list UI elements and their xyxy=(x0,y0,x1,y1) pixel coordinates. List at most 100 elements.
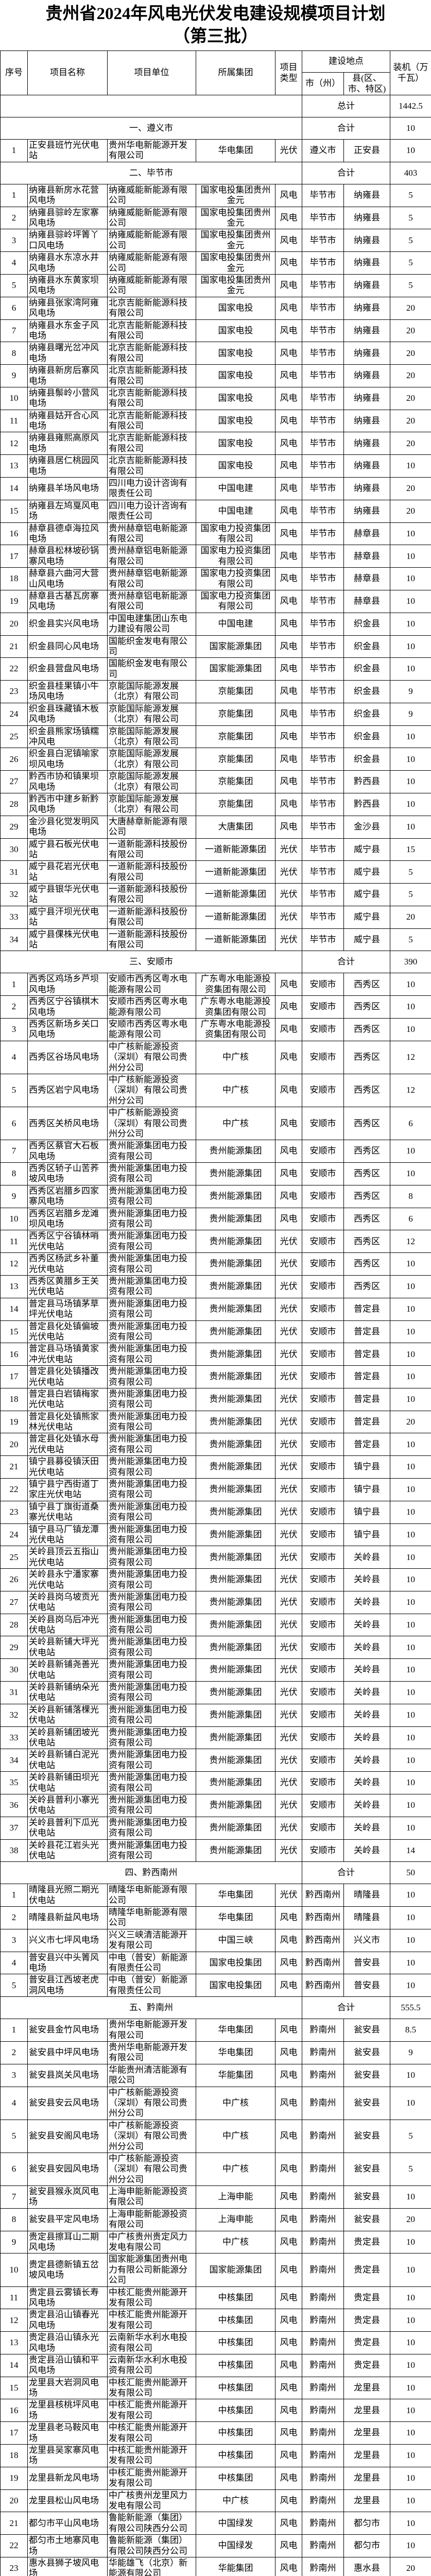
project-row: 3 纳雍县骔岭坪箐丫口风电场 纳雍威能新能源有限公司 国家电投集团贵州金元 风电 毕节市纳… xyxy=(0,229,431,252)
city-cell: 安顺市 xyxy=(302,1681,344,1704)
group-cell: 上海申能 xyxy=(196,2208,275,2231)
seq-cell: 34 xyxy=(0,928,28,952)
seq-cell: 32 xyxy=(0,1703,28,1727)
group-cell: 国家电投集团贵州金元 xyxy=(196,206,275,230)
county-cell: 关岭县 xyxy=(343,1568,390,1591)
capacity-cell: 10 xyxy=(390,792,431,816)
project-row: 21 都匀市平山风电场 鲁能新能源（集团）有限公司陕西分公司 中国绿发 风电 黔南州 都匀市… xyxy=(0,2512,431,2535)
county-cell: 威宁县 xyxy=(343,838,390,861)
type-cell: 风电 xyxy=(275,1906,302,1929)
project-name-cell: 晴隆县光照二期光伏电站 xyxy=(27,1884,108,1907)
county-cell: 赫章县 xyxy=(343,522,390,546)
capacity-cell: 20 xyxy=(390,499,431,523)
city-cell: 安顺市 xyxy=(302,1040,344,1074)
county-cell: 关岭县 xyxy=(343,1749,390,1772)
city-cell: 安顺市 xyxy=(302,1018,344,1041)
county-cell: 黔西县 xyxy=(343,792,390,816)
project-row: 1 正安县班竹光伏电站 贵州华电新能源开发有限公司 华电集团 光伏 遵义市 正安县 10 xyxy=(0,139,431,162)
project-row: 9 纳雍县新房后寨风电场 北京吉能新能源科技有限公司 国家电投 风电 毕节市 纳雍县 20 xyxy=(0,364,431,387)
type-cell: 光伏 xyxy=(275,1658,302,1682)
project-row: 21 镇宁县募役镇沃田光伏电站 贵州能源集团电力投资有限公司 贵州能源集团 光伏 安顺市镇… xyxy=(0,1455,431,1479)
group-cell: 贵州能源集团 xyxy=(196,1681,275,1704)
city-cell: 安顺市 xyxy=(302,1433,344,1456)
type-cell: 光伏 xyxy=(275,1681,302,1704)
project-name-cell: 贵定县擦耳山二期风电场 xyxy=(27,2230,108,2254)
project-unit-cell: 贵州能源集团电力投资有限公司 xyxy=(107,1230,196,1253)
capacity-cell: 10 xyxy=(390,2063,431,2087)
type-cell: 风电 xyxy=(275,973,302,996)
capacity-cell: 10 xyxy=(390,1162,431,1185)
type-cell: 光伏 xyxy=(275,928,302,952)
section-subtotal-value-cell: 403 xyxy=(390,161,431,184)
city-cell: 毕节市 xyxy=(302,454,344,478)
section-subtotal-label-cell: 合计 xyxy=(302,1861,390,1885)
project-name-cell: 龙里县新龙风电场 xyxy=(27,2466,108,2490)
project-unit-cell: 贵州赫章铝电新能源有限公司 xyxy=(107,589,196,613)
capacity-cell: 10 xyxy=(390,2309,431,2332)
type-cell: 光伏 xyxy=(275,1636,302,1659)
city-cell: 安顺市 xyxy=(302,1410,344,1434)
seq-cell: 27 xyxy=(0,1590,28,1614)
type-cell: 风电 xyxy=(275,1107,302,1141)
project-unit-cell: 贵州能源集团电力投资有限公司 xyxy=(107,1523,196,1547)
project-name-cell: 纳雍县曙光岔冲风电场 xyxy=(27,342,108,365)
capacity-cell: 5 xyxy=(390,2152,431,2187)
city-cell: 黔南州 xyxy=(302,2421,344,2445)
city-cell: 毕节市 xyxy=(302,883,344,906)
capacity-cell: 10 xyxy=(390,657,431,681)
type-cell: 风电 xyxy=(275,2376,302,2400)
seq-cell: 30 xyxy=(0,838,28,861)
city-cell: 黔西南州 xyxy=(302,1951,344,1975)
city-cell: 毕节市 xyxy=(302,319,344,343)
project-row: 11 纳雍县姑开合心风电场 北京吉能新能源科技有限公司 国家电投 风电 毕节市 纳雍县 20 xyxy=(0,409,431,433)
group-cell: 中核集团 xyxy=(196,2421,275,2445)
project-unit-cell: 纳雍威能新能源有限公司 xyxy=(107,251,196,275)
project-unit-cell: 中广核新能源投资（深圳）有限公司贵州分公司 xyxy=(107,1107,196,1141)
project-name-cell: 西秀区谷场风电场 xyxy=(27,1040,108,1074)
seq-cell: 10 xyxy=(0,1207,28,1231)
project-unit-cell: 北京吉能新能源科技有限公司 xyxy=(107,409,196,433)
project-row: 3 瓮安县岚关风电场 华能贵州清洁能源有限公司 华能集团 风电 黔南州 瓮安县 10 xyxy=(0,2063,431,2087)
city-cell: 安顺市 xyxy=(302,1275,344,1298)
type-cell: 光伏 xyxy=(275,905,302,929)
city-cell: 毕节市 xyxy=(302,770,344,793)
project-row: 10 西秀区岩腊乡龙滩坝风电场 贵州能源集团电力投资有限公司 贵州能源集团 风电 安顺市西… xyxy=(0,1207,431,1231)
project-name-cell: 普定县化处镇播改光伏电站 xyxy=(27,1365,108,1388)
city-cell: 黔南州 xyxy=(302,2041,344,2064)
county-cell: 晴隆县 xyxy=(343,1906,390,1929)
project-name-cell: 普定县化处镇偏坡光伏电站 xyxy=(27,1320,108,1344)
county-cell: 织金县 xyxy=(343,702,390,726)
type-cell: 风电 xyxy=(275,2185,302,2209)
group-cell: 贵州能源集团 xyxy=(196,1749,275,1772)
group-cell: 中广核 xyxy=(196,2489,275,2513)
county-cell: 织金县 xyxy=(343,725,390,749)
seq-cell: 6 xyxy=(0,1107,28,1141)
capacity-cell: 20 xyxy=(390,905,431,929)
seq-cell: 25 xyxy=(0,725,28,749)
project-name-cell: 西秀区岩腊乡龙滩坝风电场 xyxy=(27,1207,108,1231)
project-name-cell: 普定县马场镇茅草坪光伏电站 xyxy=(27,1297,108,1321)
group-cell: 贵州能源集团 xyxy=(196,1839,275,1862)
capacity-cell: 10 xyxy=(390,1590,431,1614)
project-unit-cell: 贵州能源集团电力投资有限公司 xyxy=(107,1500,196,1524)
project-row: 38 关岭县花江岩头光伏电站 贵州能源集团电力投资有限公司 贵州能源集团 光伏 安顺市 关岭… xyxy=(0,1839,431,1862)
seq-cell: 9 xyxy=(0,1184,28,1208)
capacity-cell: 9 xyxy=(390,702,431,726)
capacity-cell: 14 xyxy=(390,1839,431,1862)
group-cell: 国家电投集团贵州金元 xyxy=(196,183,275,207)
capacity-cell: 10 xyxy=(390,1636,431,1659)
group-cell: 中核集团 xyxy=(196,2331,275,2354)
group-cell: 贵州能源集团 xyxy=(196,1387,275,1411)
group-cell: 贵州能源集团 xyxy=(196,1658,275,1682)
project-name-cell: 织金县营盘风电场 xyxy=(27,657,108,681)
county-cell: 赫章县 xyxy=(343,567,390,590)
group-cell: 国家能源集团 xyxy=(196,657,275,681)
group-cell: 贵州能源集团 xyxy=(196,1230,275,1253)
project-unit-cell: 贵州能源集团电力投资有限公司 xyxy=(107,1546,196,1569)
project-name-cell: 关岭县岗乌坡贡光伏电站 xyxy=(27,1590,108,1614)
type-cell: 风电 xyxy=(275,2019,302,2042)
group-cell: 京能集团 xyxy=(196,725,275,749)
group-cell: 华能集团 xyxy=(196,2556,275,2576)
seq-cell: 26 xyxy=(0,1568,28,1591)
project-name-cell: 龙里县吴家寨风电场 xyxy=(27,2444,108,2467)
